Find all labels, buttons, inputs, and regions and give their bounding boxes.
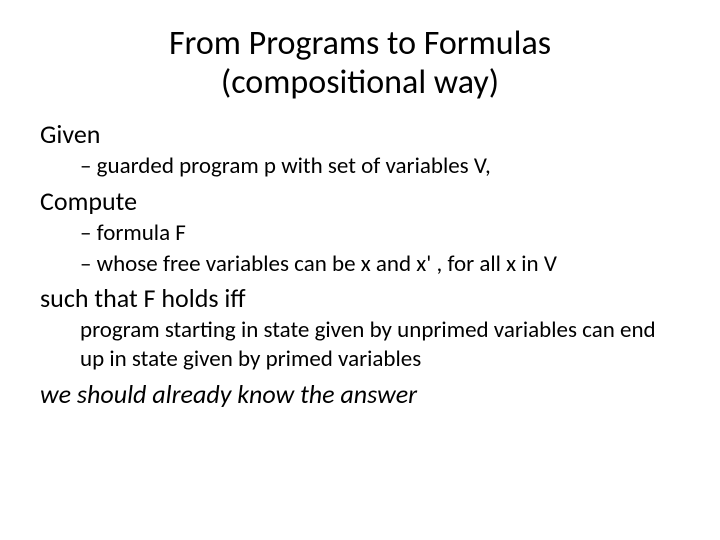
slide: From Programs to Formulas (compositional… <box>0 0 720 540</box>
title-line-2: (compositional way) <box>221 62 499 103</box>
heading-such-that: such that F holds iff <box>40 282 680 314</box>
slide-title: From Programs to Formulas (compositional… <box>40 24 680 102</box>
closing-line: we should already know the answer <box>40 378 680 410</box>
heading-compute: Compute <box>40 185 680 217</box>
given-item-1: guarded program p with set of variables … <box>80 152 680 181</box>
compute-item-1: formula F <box>80 219 680 248</box>
heading-given: Given <box>40 118 680 150</box>
title-line-1: From Programs to Formulas <box>169 23 551 64</box>
such-that-text: program starting in state given by unpri… <box>80 316 680 374</box>
compute-item-2: whose free variables can be x and x' , f… <box>80 250 680 279</box>
